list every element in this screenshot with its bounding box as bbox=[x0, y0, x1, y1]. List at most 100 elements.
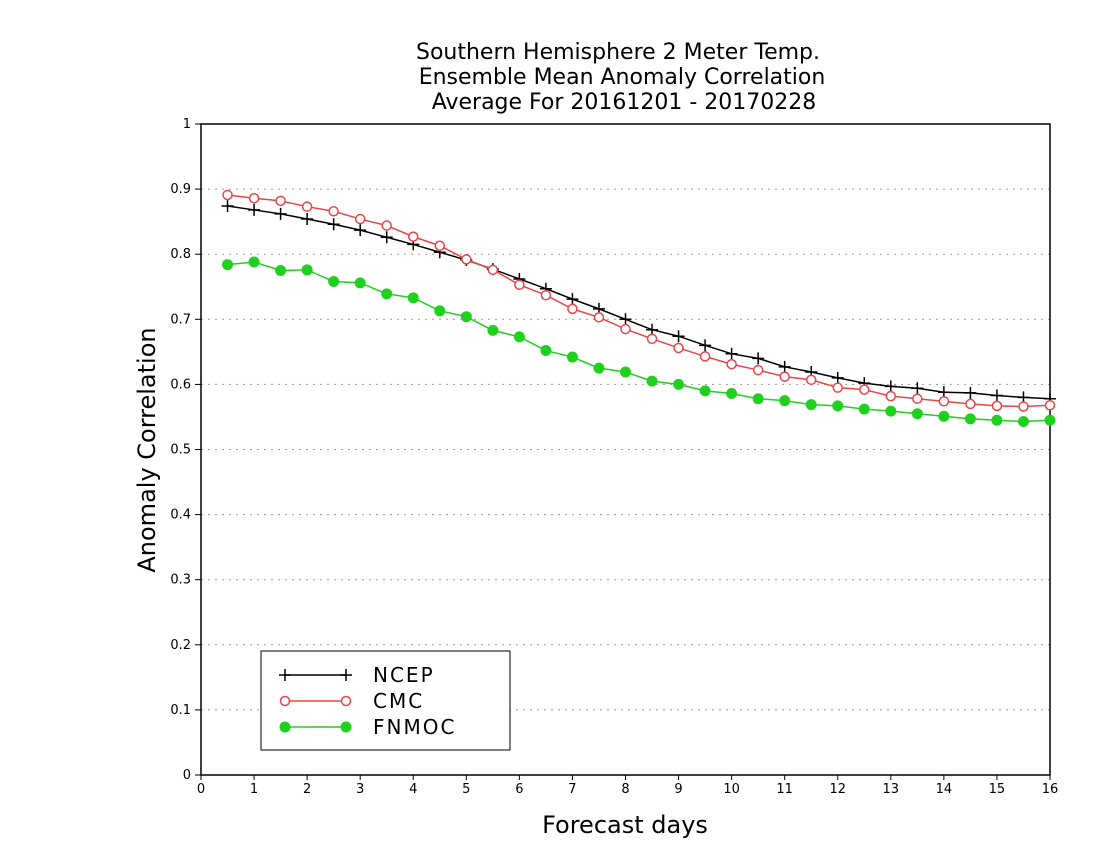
point-ncep-19 bbox=[725, 347, 738, 360]
x-tick-label-9: 9 bbox=[674, 782, 682, 797]
x-tick-label-13: 13 bbox=[883, 782, 900, 797]
point-cmc-6 bbox=[381, 220, 392, 231]
point-fnmoc-16 bbox=[646, 375, 658, 387]
x-tick-label-12: 12 bbox=[829, 782, 846, 797]
x-tick-label-4: 4 bbox=[409, 782, 417, 797]
point-fnmoc-13 bbox=[566, 351, 578, 363]
point-cmc-10 bbox=[487, 264, 499, 276]
point-ncep-1 bbox=[248, 203, 261, 216]
point-fnmoc-25 bbox=[885, 405, 897, 417]
x-axis-ticks: 0 1 2 3 4 5 6 7 8 9 10 11 12 13 14 15 16 bbox=[197, 775, 1058, 797]
point-cmc-29 bbox=[991, 400, 1003, 412]
point-fnmoc-3 bbox=[301, 264, 313, 276]
x-tick-label-3: 3 bbox=[356, 782, 364, 797]
point-cmc-8 bbox=[434, 240, 446, 251]
point-ncep-5 bbox=[354, 224, 367, 237]
point-cmc-31 bbox=[1044, 399, 1056, 411]
point-fnmoc-28 bbox=[964, 413, 976, 425]
point-fnmoc-15 bbox=[620, 366, 631, 378]
title-line-3: Average For 20161201 - 20170228 bbox=[432, 90, 817, 115]
gridlines bbox=[201, 188, 1050, 711]
point-ncep-3 bbox=[301, 213, 314, 226]
point-cmc-11 bbox=[514, 279, 525, 291]
y-tick-label-4: 0.4 bbox=[170, 508, 191, 523]
x-tick-label-6: 6 bbox=[515, 782, 523, 797]
point-fnmoc-20 bbox=[752, 393, 764, 405]
point-cmc-4 bbox=[328, 205, 339, 217]
point-fnmoc-1 bbox=[248, 256, 260, 268]
y-axis-ticks: 0 0.1 0.2 0.3 0.4 0.5 0.6 0.7 0.8 0.9 1 bbox=[170, 117, 201, 783]
point-cmc-5 bbox=[354, 213, 366, 225]
point-fnmoc-17 bbox=[673, 378, 685, 390]
y-tick-label-9: 0.9 bbox=[170, 182, 191, 197]
point-fnmoc-9 bbox=[460, 311, 472, 323]
y-tick-label-7: 0.7 bbox=[170, 312, 191, 327]
series-layer bbox=[221, 189, 1056, 428]
legend-marker-end-cmc bbox=[340, 695, 352, 707]
point-fnmoc-22 bbox=[805, 399, 817, 411]
point-cmc-20 bbox=[752, 364, 764, 376]
point-fnmoc-7 bbox=[407, 292, 419, 304]
title-line-1: Southern Hemisphere 2 Meter Temp. bbox=[416, 40, 820, 65]
title-line-2: Ensemble Mean Anomaly Correlation bbox=[419, 65, 826, 90]
point-fnmoc-29 bbox=[991, 414, 1003, 426]
point-cmc-17 bbox=[673, 342, 684, 354]
y-axis-label: Anomaly Correlation bbox=[133, 327, 161, 572]
point-fnmoc-14 bbox=[593, 362, 605, 374]
point-cmc-12 bbox=[540, 289, 552, 301]
x-tick-label-10: 10 bbox=[723, 782, 740, 797]
point-ncep-15 bbox=[619, 313, 632, 326]
legend-item-ncep: NCEP bbox=[279, 663, 433, 687]
point-cmc-9 bbox=[461, 254, 472, 265]
point-ncep-20 bbox=[752, 352, 765, 365]
legend-marker-end-ncep bbox=[340, 669, 352, 681]
x-tick-label-8: 8 bbox=[621, 782, 629, 797]
legend-label-cmc: CMC bbox=[373, 689, 424, 713]
y-tick-label-0: 0 bbox=[183, 768, 191, 783]
x-tick-label-15: 15 bbox=[989, 782, 1006, 797]
x-tick-label-14: 14 bbox=[936, 782, 953, 797]
point-cmc-22 bbox=[805, 374, 817, 386]
x-tick-label-0: 0 bbox=[197, 782, 205, 797]
point-fnmoc-5 bbox=[354, 277, 366, 289]
point-fnmoc-12 bbox=[540, 345, 552, 357]
x-tick-label-7: 7 bbox=[568, 782, 576, 797]
point-cmc-26 bbox=[912, 393, 923, 404]
series-fnmoc bbox=[222, 256, 1056, 428]
x-tick-label-5: 5 bbox=[462, 782, 470, 797]
legend-item-cmc: CMC bbox=[279, 689, 424, 713]
point-cmc-19 bbox=[726, 358, 737, 370]
legend-marker-start-cmc bbox=[279, 695, 291, 707]
chart-title: Southern Hemisphere 2 Meter Temp. Ensemb… bbox=[416, 40, 825, 115]
point-fnmoc-6 bbox=[381, 288, 393, 300]
point-fnmoc-19 bbox=[726, 388, 738, 400]
plot-frame bbox=[200, 123, 1051, 776]
point-cmc-14 bbox=[593, 312, 605, 323]
point-fnmoc-23 bbox=[832, 400, 844, 412]
point-ncep-25 bbox=[884, 380, 897, 393]
point-cmc-28 bbox=[965, 398, 976, 410]
y-tick-label-1: 0.1 bbox=[170, 703, 191, 718]
point-ncep-23 bbox=[831, 371, 844, 384]
x-tick-label-2: 2 bbox=[303, 782, 311, 797]
legend-marker-end-fnmoc bbox=[340, 721, 352, 733]
point-fnmoc-10 bbox=[487, 324, 499, 336]
point-cmc-21 bbox=[779, 371, 790, 382]
point-fnmoc-11 bbox=[513, 331, 525, 343]
point-cmc-30 bbox=[1018, 401, 1029, 412]
point-ncep-17 bbox=[672, 330, 685, 343]
point-fnmoc-4 bbox=[328, 276, 340, 288]
point-fnmoc-8 bbox=[434, 305, 446, 317]
x-axis-label: Forecast days bbox=[542, 811, 708, 839]
y-tick-label-10: 1 bbox=[183, 117, 191, 132]
point-cmc-16 bbox=[646, 333, 658, 345]
y-tick-label-5: 0.5 bbox=[170, 443, 191, 458]
y-tick-label-3: 0.3 bbox=[170, 573, 191, 588]
series-cmc bbox=[222, 189, 1056, 412]
point-ncep-6 bbox=[380, 231, 393, 244]
point-ncep-21 bbox=[778, 360, 791, 373]
point-cmc-1 bbox=[248, 192, 260, 204]
point-fnmoc-24 bbox=[858, 403, 870, 415]
